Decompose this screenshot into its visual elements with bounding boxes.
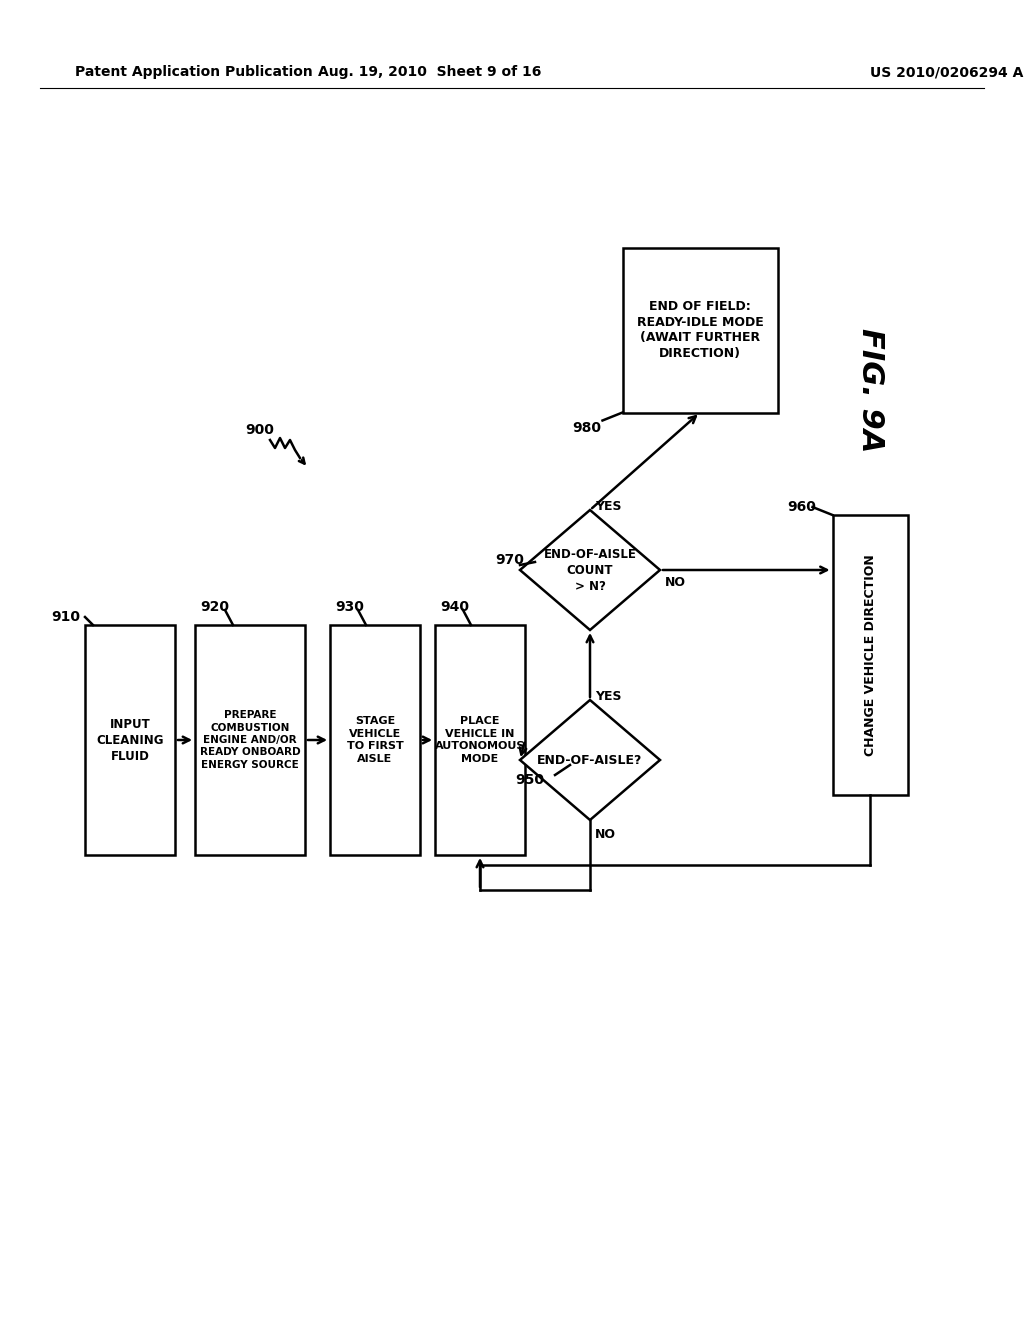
Bar [623, 248, 777, 412]
Text: 950: 950 [515, 774, 544, 787]
Text: END OF FIELD:
READY-IDLE MODE
(AWAIT FURTHER
DIRECTION): END OF FIELD: READY-IDLE MODE (AWAIT FUR… [637, 300, 763, 360]
Bar [330, 624, 420, 855]
Text: 900: 900 [245, 422, 273, 437]
Text: 940: 940 [440, 601, 469, 614]
Polygon shape [520, 510, 660, 630]
Text: END-OF-AISLE
COUNT
> N?: END-OF-AISLE COUNT > N? [544, 548, 637, 593]
Bar [435, 624, 525, 855]
Text: YES: YES [595, 690, 622, 704]
Bar [833, 515, 907, 795]
Text: NO: NO [665, 576, 686, 589]
Text: FIG. 9A: FIG. 9A [855, 327, 885, 453]
Text: YES: YES [595, 500, 622, 513]
Bar [195, 624, 305, 855]
Text: CHANGE VEHICLE DIRECTION: CHANGE VEHICLE DIRECTION [863, 554, 877, 756]
Text: 920: 920 [200, 601, 229, 614]
Text: 910: 910 [51, 610, 80, 624]
Text: 970: 970 [495, 553, 524, 568]
Text: STAGE
VEHICLE
TO FIRST
AISLE: STAGE VEHICLE TO FIRST AISLE [347, 717, 403, 763]
Text: NO: NO [595, 829, 616, 842]
Bar [85, 624, 175, 855]
Text: Aug. 19, 2010  Sheet 9 of 16: Aug. 19, 2010 Sheet 9 of 16 [318, 65, 542, 79]
Text: 980: 980 [572, 421, 601, 434]
Text: 960: 960 [787, 500, 816, 513]
Text: END-OF-AISLE?: END-OF-AISLE? [538, 754, 643, 767]
Polygon shape [520, 700, 660, 820]
Text: Patent Application Publication: Patent Application Publication [75, 65, 312, 79]
Text: PLACE
VEHICLE IN
AUTONOMOUS
MODE: PLACE VEHICLE IN AUTONOMOUS MODE [435, 717, 525, 763]
Text: PREPARE
COMBUSTION
ENGINE AND/OR
READY ONBOARD
ENERGY SOURCE: PREPARE COMBUSTION ENGINE AND/OR READY O… [200, 710, 300, 770]
Text: INPUT
CLEANING
FLUID: INPUT CLEANING FLUID [96, 718, 164, 763]
Text: US 2010/0206294 A1: US 2010/0206294 A1 [870, 65, 1024, 79]
Text: 930: 930 [335, 601, 364, 614]
